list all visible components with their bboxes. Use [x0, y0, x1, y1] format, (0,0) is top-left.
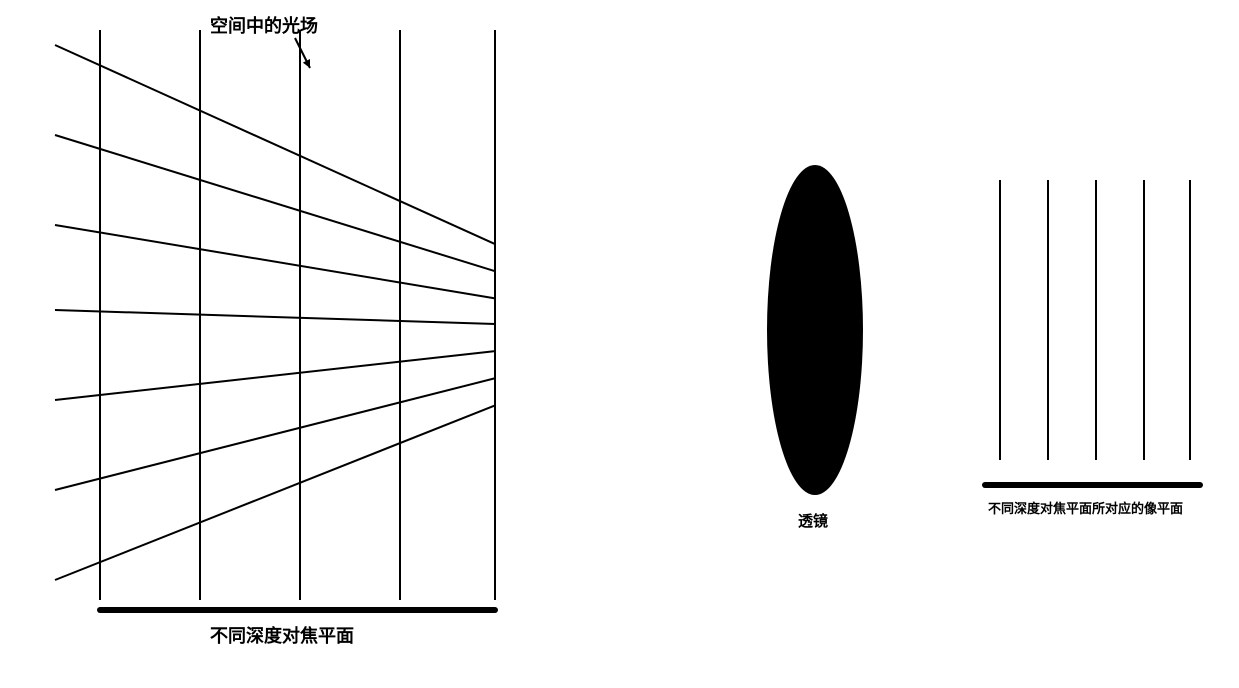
- label-lens: 透镜: [798, 510, 828, 531]
- diagram-svg: [0, 0, 1239, 683]
- optical-diagram: [0, 0, 1239, 683]
- label-image-planes: 不同深度对焦平面所对应的像平面: [988, 498, 1183, 517]
- label-focus-planes: 不同深度对焦平面: [210, 622, 354, 648]
- label-light-field: 空间中的光场: [210, 12, 318, 38]
